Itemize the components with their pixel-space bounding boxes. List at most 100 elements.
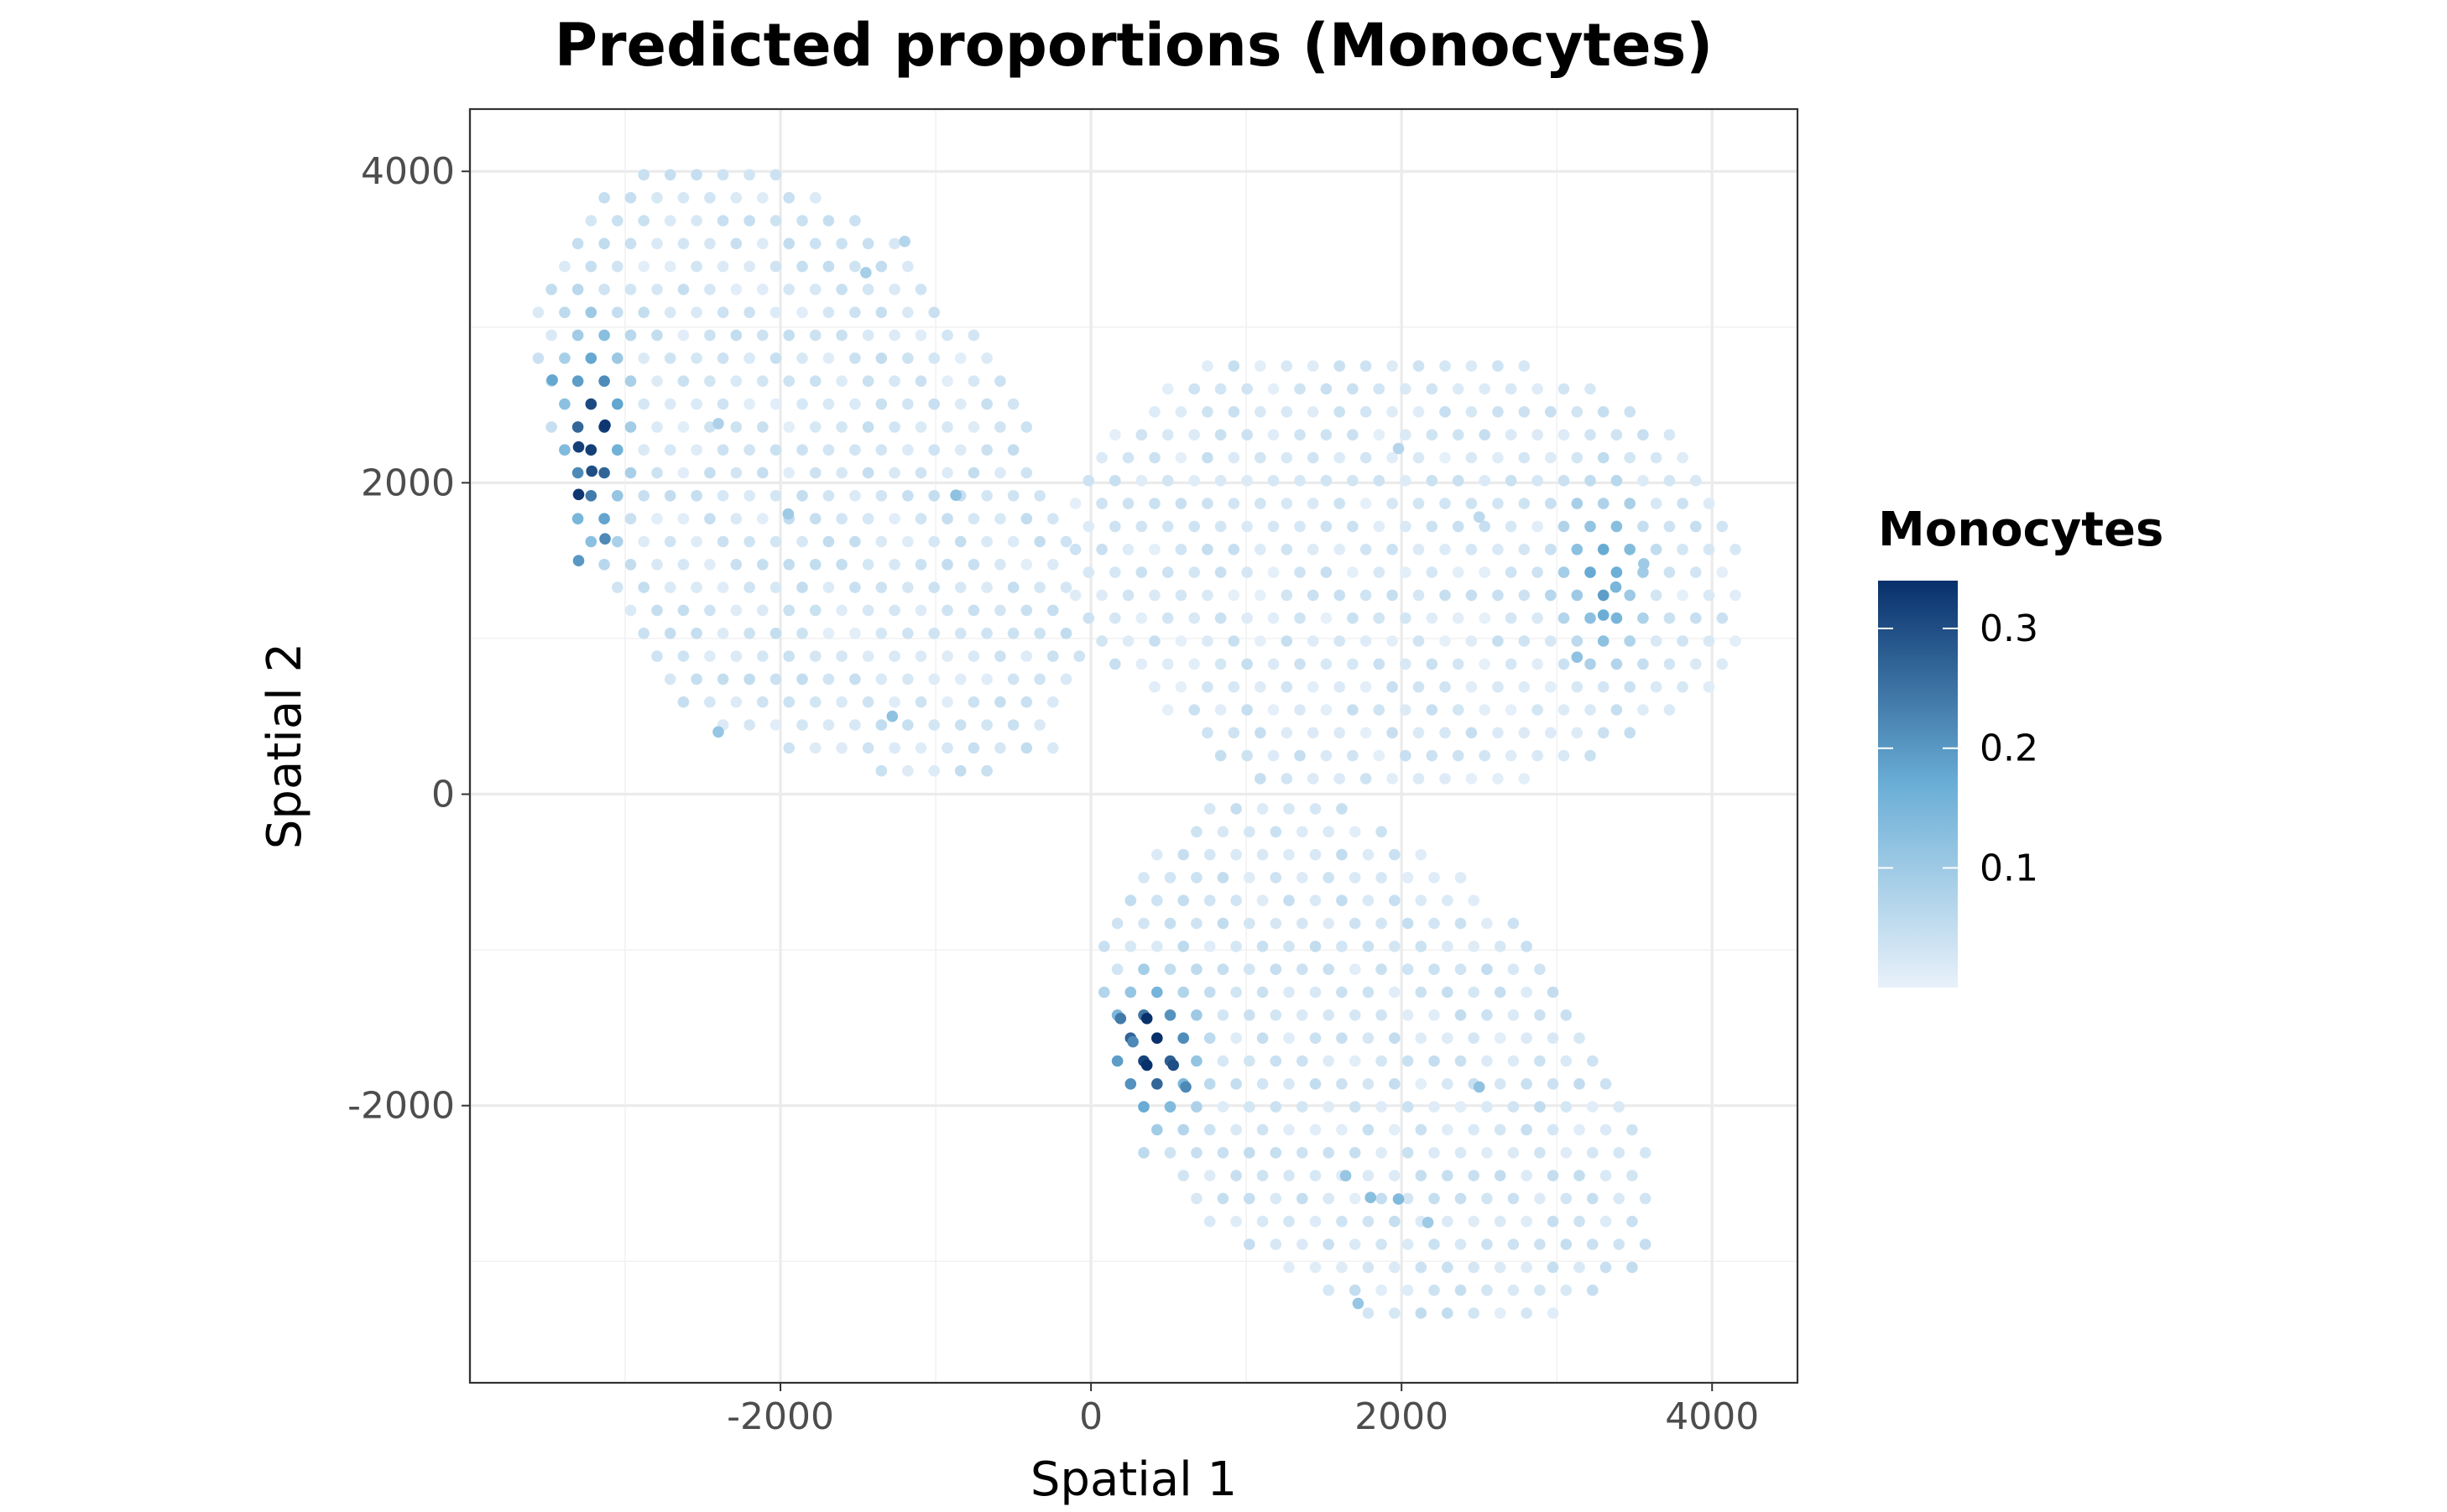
spot-point (915, 559, 927, 571)
spot-point (1400, 383, 1411, 395)
spot-point (1309, 986, 1322, 998)
spot-point (1479, 612, 1490, 624)
spot-point (1020, 742, 1033, 754)
spot-point (1203, 848, 1216, 861)
spot-point (1426, 612, 1438, 624)
x-axis-label: Spatial 1 (1030, 1452, 1237, 1507)
spot-point (1202, 727, 1213, 739)
spot-point (1241, 429, 1253, 441)
y-tick-label: 4000 (361, 150, 455, 193)
spot-point (1534, 1284, 1546, 1296)
spot-point (712, 726, 724, 738)
spot-point (902, 535, 914, 548)
spot-point (822, 215, 835, 227)
spot-point (1256, 1124, 1269, 1136)
spot-point (1230, 1170, 1242, 1181)
spot-point (862, 467, 874, 479)
spot-point (612, 352, 623, 364)
spot-point (1481, 917, 1493, 930)
spot-point (928, 581, 940, 593)
spot-point (1373, 566, 1385, 578)
spot-point (1281, 360, 1293, 373)
spot-point (572, 441, 585, 453)
spot-point (1191, 1055, 1203, 1067)
spot-point (1362, 1170, 1375, 1181)
spot-point (1333, 544, 1345, 555)
spot-point (1188, 612, 1200, 624)
spot-point (889, 467, 900, 479)
spot-point (1599, 1170, 1612, 1181)
spot-point (730, 191, 743, 204)
spot-point (1111, 1055, 1124, 1067)
spot-point (651, 604, 663, 617)
spot-point (1547, 1215, 1559, 1228)
spot-point (651, 375, 663, 388)
spot-point (1521, 1078, 1532, 1090)
spot-point (1452, 749, 1464, 762)
spot-point (1690, 520, 1702, 533)
spot-point (1020, 513, 1033, 524)
legend-tick-label: 0.1 (1980, 847, 2038, 889)
spot-point (954, 628, 967, 639)
spot-point (1096, 589, 1108, 602)
spot-point (545, 284, 557, 295)
spot-point (730, 467, 743, 479)
spot-point (1428, 1192, 1440, 1205)
spot-point (1349, 1009, 1361, 1021)
spot-point (1597, 451, 1610, 464)
spot-point (1468, 894, 1479, 906)
spot-point (1479, 704, 1490, 716)
spot-point (1428, 1284, 1440, 1296)
spot-point (1203, 1170, 1216, 1181)
spot-point (691, 169, 702, 181)
spot-point (1230, 1078, 1242, 1090)
spot-point (1507, 1009, 1520, 1021)
spot-point (1034, 719, 1046, 731)
spot-point (942, 467, 953, 479)
spot-point (968, 604, 980, 617)
spot-point (1320, 429, 1333, 441)
spot-point (1320, 520, 1333, 533)
spot-point (1389, 1215, 1401, 1228)
spot-point (1573, 1170, 1585, 1181)
spot-point (1270, 1147, 1282, 1159)
spot-point (1428, 917, 1440, 930)
spot-point (571, 237, 584, 250)
spot-point (1323, 1101, 1334, 1113)
spot-point (1650, 635, 1662, 647)
spot-point (1624, 544, 1636, 555)
spot-point (1309, 803, 1322, 815)
spot-point (1560, 1055, 1573, 1067)
spot-point (1587, 1101, 1599, 1113)
spot-point (1349, 917, 1361, 930)
spot-point (1203, 1032, 1216, 1044)
spot-point (1309, 1124, 1322, 1136)
spot-point (1323, 872, 1334, 884)
spot-point (1584, 475, 1596, 487)
spot-point (1203, 1124, 1216, 1136)
spot-point (836, 604, 848, 617)
spot-point (796, 673, 808, 686)
spot-point (1584, 429, 1596, 441)
spot-point (796, 628, 808, 639)
spot-point (1309, 894, 1322, 906)
spot-point (1359, 544, 1372, 555)
spot-point (1439, 773, 1451, 785)
spot-point (1149, 451, 1161, 464)
spot-point (1428, 963, 1440, 975)
spot-point (598, 284, 610, 295)
spot-point (928, 306, 940, 319)
spot-point (1256, 894, 1269, 906)
spot-point (1175, 544, 1187, 555)
spot-point (1663, 566, 1676, 578)
spot-point (981, 764, 993, 777)
spot-point (743, 260, 755, 273)
spot-point (1349, 1192, 1361, 1205)
spot-point (902, 719, 914, 731)
spot-point (1412, 498, 1425, 509)
spot-point (968, 696, 980, 708)
spot-point (1545, 589, 1557, 602)
spot-point (1188, 383, 1200, 395)
spot-point (1347, 429, 1359, 441)
